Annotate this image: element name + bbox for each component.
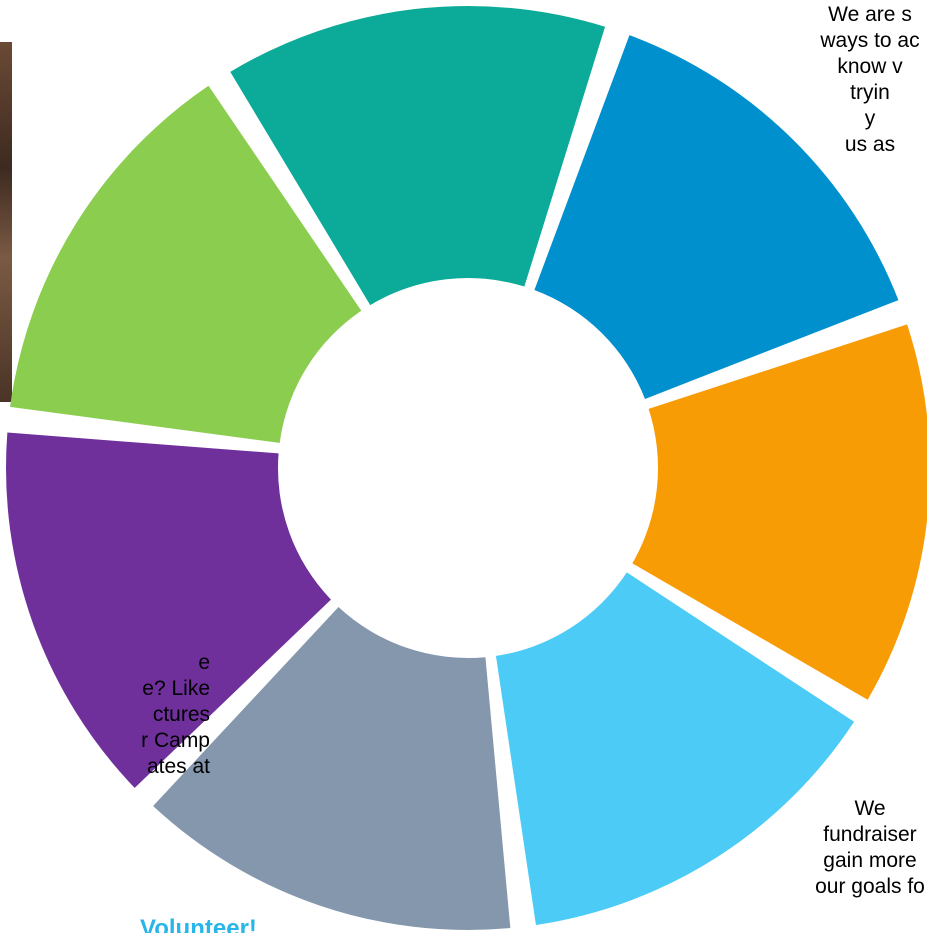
ring-segment-gray-blue	[153, 607, 511, 930]
ring-segment-green	[10, 85, 362, 443]
ring-segment-blue	[534, 35, 899, 399]
text-line: know v	[837, 55, 903, 78]
text-line: us as	[844, 133, 896, 156]
text-line: e? Like	[142, 677, 210, 700]
text-line: y	[864, 107, 876, 130]
text-line: fundraiser	[823, 823, 917, 846]
volunteer-heading: Volunteer!	[140, 915, 257, 933]
text-line: ways to ac	[820, 29, 920, 52]
text-line: e	[198, 651, 210, 674]
text-line: We are s	[828, 3, 912, 26]
text-block-top-right: We are s ways to ac know v tryin y us as	[790, 2, 927, 158]
text-line: ates at	[146, 755, 210, 778]
text-line: We	[854, 797, 886, 820]
ring-segment-teal	[230, 6, 606, 306]
text-line: gain more	[823, 849, 917, 872]
ring-segment-light-blue	[495, 572, 855, 925]
photo-edge	[0, 42, 12, 402]
ring-segment-purple	[5, 432, 331, 788]
text-block-left: e e? Like ctures r Camp ates at	[0, 650, 210, 780]
text-line: our goals fo	[815, 875, 925, 898]
text-line: r Camp	[141, 729, 210, 752]
text-block-bottom-right: We fundraiser gain more our goals fo	[770, 796, 927, 900]
text-line: tryin	[850, 81, 890, 104]
ring-segment-orange	[632, 324, 927, 700]
text-line: ctures	[152, 703, 210, 726]
